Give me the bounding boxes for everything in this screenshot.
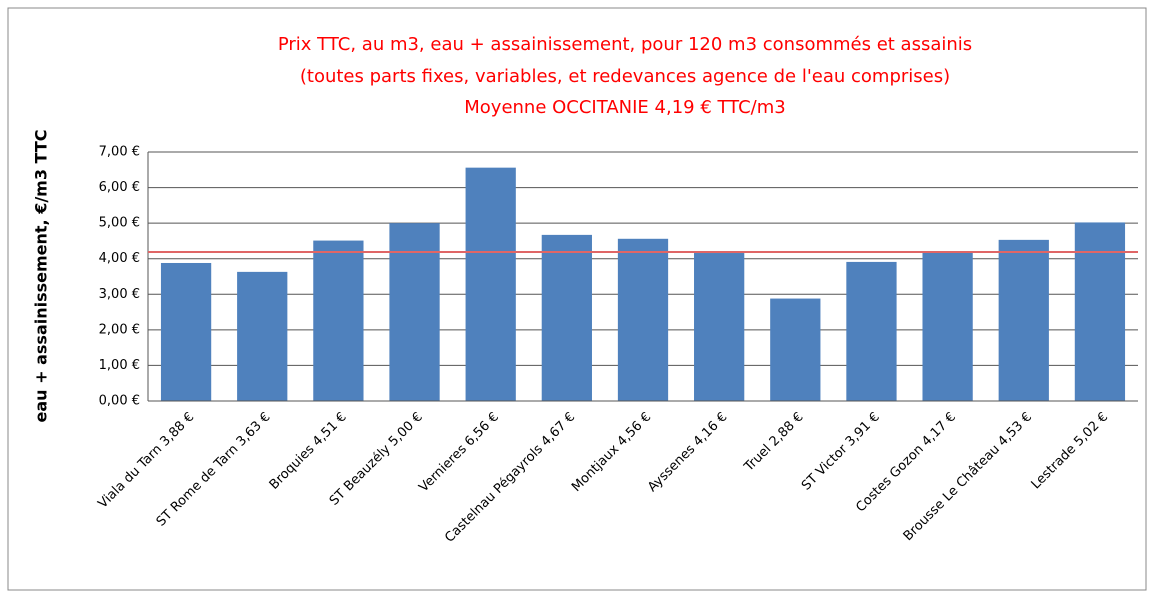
y-tick-label: 2,00 €: [99, 322, 140, 337]
y-tick-label: 0,00 €: [99, 394, 140, 409]
bar: [922, 252, 973, 401]
bar: [694, 253, 745, 401]
bar: [465, 167, 516, 401]
y-tick-label: 5,00 €: [99, 216, 140, 231]
bar: [389, 223, 440, 401]
bar: [160, 262, 212, 401]
bar: [998, 239, 1049, 401]
y-tick-label: 7,00 €: [99, 145, 140, 160]
bar: [1074, 222, 1126, 401]
y-tick-label: 3,00 €: [99, 287, 140, 302]
y-tick-label: 1,00 €: [99, 358, 140, 373]
y-tick-label: 6,00 €: [99, 180, 140, 195]
bar: [313, 240, 364, 401]
y-axis-label: eau + assainissement, €/m3 TTC: [32, 130, 51, 423]
chart-title: (toutes parts fixes, variables, et redev…: [300, 66, 950, 87]
chart-title: Moyenne OCCITANIE 4,19 € TTC/m3: [464, 97, 786, 118]
chart-title: Prix TTC, au m3, eau + assainissement, p…: [278, 34, 972, 55]
bar: [237, 271, 288, 401]
bar: [770, 298, 821, 401]
bar: [541, 234, 592, 401]
bar: [846, 261, 897, 401]
bar: [617, 238, 669, 401]
y-tick-label: 4,00 €: [99, 251, 140, 266]
